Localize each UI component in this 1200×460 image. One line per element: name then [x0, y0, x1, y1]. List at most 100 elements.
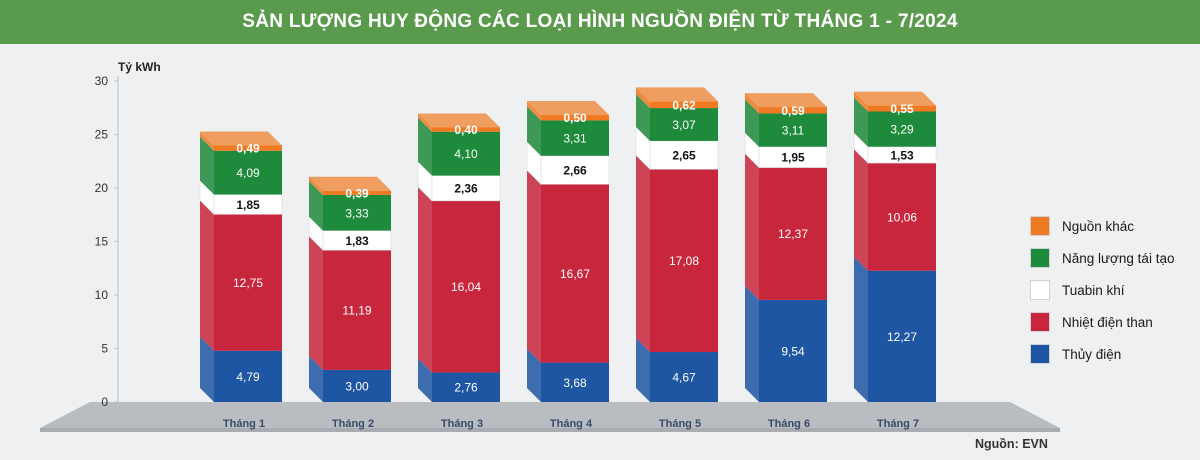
- bar-segment-nhiet-dien-than: [541, 184, 609, 363]
- x-category-label: Tháng 2: [332, 418, 374, 430]
- value-label-nguon-khac: 0,59: [781, 104, 805, 118]
- bar-segment-nang-luong-tai-tao: [432, 131, 500, 176]
- bar-side-nhiet-dien-than: [309, 236, 323, 370]
- bar-segment-nang-luong-tai-tao: [214, 150, 282, 195]
- bar-segment-nhiet-dien-than: [214, 214, 282, 351]
- value-label-thuy-dien: 3,00: [345, 379, 369, 393]
- value-label-tuabin-khi: 1,95: [781, 151, 805, 165]
- bar-side-nhiet-dien-than: [636, 155, 650, 353]
- legend-item-nang-luong-tai-tao: Năng lượng tái tạo: [1030, 242, 1174, 274]
- bar-side-nhiet-dien-than: [745, 153, 759, 300]
- y-tick-label: 10: [95, 288, 109, 302]
- source-note: Nguồn: EVN: [975, 437, 1048, 451]
- value-label-nhiet-dien-than: 16,04: [451, 280, 481, 294]
- value-label-tuabin-khi: 1,83: [345, 234, 369, 248]
- value-label-nguon-khac: 0,62: [672, 98, 696, 112]
- legend-label: Nguồn khác: [1062, 218, 1135, 234]
- bar-side-nguon-khac: [418, 113, 432, 132]
- value-label-nang-luong-tai-tao: 3,29: [890, 123, 914, 137]
- value-label-thuy-dien: 9,54: [781, 344, 805, 358]
- legend-item-nhiet-dien-than: Nhiệt điện than: [1030, 306, 1174, 338]
- bar-segment-nguon-khac: [214, 145, 282, 151]
- bar-side-nguon-khac: [745, 93, 759, 114]
- bar-side-nguon-khac: [636, 87, 650, 109]
- bar-segment-nhiet-dien-than: [323, 250, 391, 370]
- legend-item-nguon-khac: Nguồn khác: [1030, 210, 1174, 242]
- bar-side-thuy-dien: [636, 338, 650, 402]
- bar-segment-thuy-dien: [541, 362, 609, 402]
- bar-side-nguon-khac: [309, 176, 323, 195]
- bar-segment-thuy-dien: [432, 372, 500, 402]
- axis-layer: 0 5 10 15 20 25 30: [40, 74, 1060, 432]
- bar-side-thuy-dien: [854, 256, 868, 402]
- bar-side-nguon-khac: [854, 91, 868, 112]
- bar-side-nang-luong-tai-tao: [200, 136, 214, 195]
- bar-segment-nguon-khac: [323, 190, 391, 195]
- bar-side-nang-luong-tai-tao: [854, 97, 868, 147]
- value-label-nang-luong-tai-tao: 4,09: [236, 166, 260, 180]
- bar-top-nguon-khac: [527, 101, 609, 116]
- bar-segment-tuabin-khi: [431, 175, 501, 202]
- bar-segment-thuy-dien: [868, 270, 936, 402]
- value-label-thuy-dien: 4,79: [236, 370, 260, 384]
- bar-segment-nhiet-dien-than: [759, 167, 827, 300]
- bar-top-nguon-khac: [418, 113, 500, 128]
- bar-side-thuy-dien: [527, 348, 541, 402]
- bar-top-nguon-khac: [745, 93, 827, 108]
- y-tick-label: 5: [101, 342, 108, 356]
- bar-segment-nguon-khac: [432, 127, 500, 132]
- y-tick-label: 25: [95, 128, 109, 142]
- value-label-thuy-dien: 2,76: [454, 381, 478, 395]
- bar-segment-nhiet-dien-than: [868, 163, 936, 271]
- legend: Nguồn khác Năng lượng tái tạo Tuabin khí Nh…: [1030, 210, 1174, 370]
- bar-top-nguon-khac: [309, 176, 391, 191]
- value-label-tuabin-khi: 1,53: [890, 148, 914, 162]
- bar-side-thuy-dien: [745, 285, 759, 402]
- bar-side-nang-luong-tai-tao: [418, 117, 432, 176]
- value-label-thuy-dien: 4,67: [672, 371, 696, 385]
- bar-segment-nguon-khac: [759, 107, 827, 114]
- bar-side-nang-luong-tai-tao: [309, 180, 323, 231]
- bar-side-nang-luong-tai-tao: [636, 94, 650, 141]
- value-label-nguon-khac: 0,40: [454, 123, 478, 137]
- value-label-tuabin-khi: 2,65: [672, 149, 696, 163]
- value-label-nguon-khac: 0,55: [890, 102, 914, 116]
- bar-top-nguon-khac: [636, 87, 718, 102]
- legend-swatch: [1030, 312, 1050, 332]
- bar-side-nang-luong-tai-tao: [527, 106, 541, 156]
- bar-segment-thuy-dien: [759, 299, 827, 402]
- bar-segment-nang-luong-tai-tao: [541, 120, 609, 156]
- chart-title: SẢN LƯỢNG HUY ĐỘNG CÁC LOẠI HÌNH NGUỒN Đ…: [0, 0, 1200, 44]
- value-label-nhiet-dien-than: 12,75: [233, 276, 263, 290]
- value-label-nhiet-dien-than: 10,06: [887, 210, 917, 224]
- bar-segment-nhiet-dien-than: [650, 169, 718, 353]
- bar-segment-thuy-dien: [323, 369, 391, 402]
- legend-label: Nhiệt điện than: [1062, 314, 1153, 330]
- bar-side-nhiet-dien-than: [418, 186, 432, 373]
- bar-side-nhiet-dien-than: [200, 200, 214, 351]
- bar-side-thuy-dien: [200, 336, 214, 402]
- bar-segment-thuy-dien: [214, 350, 282, 402]
- bar-segment-nguon-khac: [650, 101, 718, 109]
- floor-edge: [40, 428, 1060, 432]
- bar-segment-nang-luong-tai-tao: [650, 108, 718, 141]
- x-category-label: Tháng 6: [768, 418, 810, 430]
- value-label-nhiet-dien-than: 12,37: [778, 227, 808, 241]
- value-label-nguon-khac: 0,39: [345, 186, 369, 200]
- y-tick-label: 20: [95, 181, 109, 195]
- bar-top-nguon-khac: [200, 131, 282, 146]
- bar-side-nhiet-dien-than: [527, 170, 541, 363]
- value-label-nhiet-dien-than: 16,67: [560, 267, 590, 281]
- value-label-thuy-dien: 12,27: [887, 330, 917, 344]
- value-label-tuabin-khi: 1,85: [236, 198, 260, 212]
- y-tick-label: 30: [95, 74, 109, 88]
- bar-segment-nang-luong-tai-tao: [759, 113, 827, 147]
- value-label-tuabin-khi: 2,66: [563, 164, 587, 178]
- y-tick-label: 0: [101, 395, 108, 409]
- bar-segment-nhiet-dien-than: [432, 200, 500, 373]
- legend-swatch: [1030, 280, 1050, 300]
- bar-top-nguon-khac: [854, 91, 936, 106]
- value-label-nhiet-dien-than: 17,08: [669, 254, 699, 268]
- bar-segment-nguon-khac: [541, 115, 609, 121]
